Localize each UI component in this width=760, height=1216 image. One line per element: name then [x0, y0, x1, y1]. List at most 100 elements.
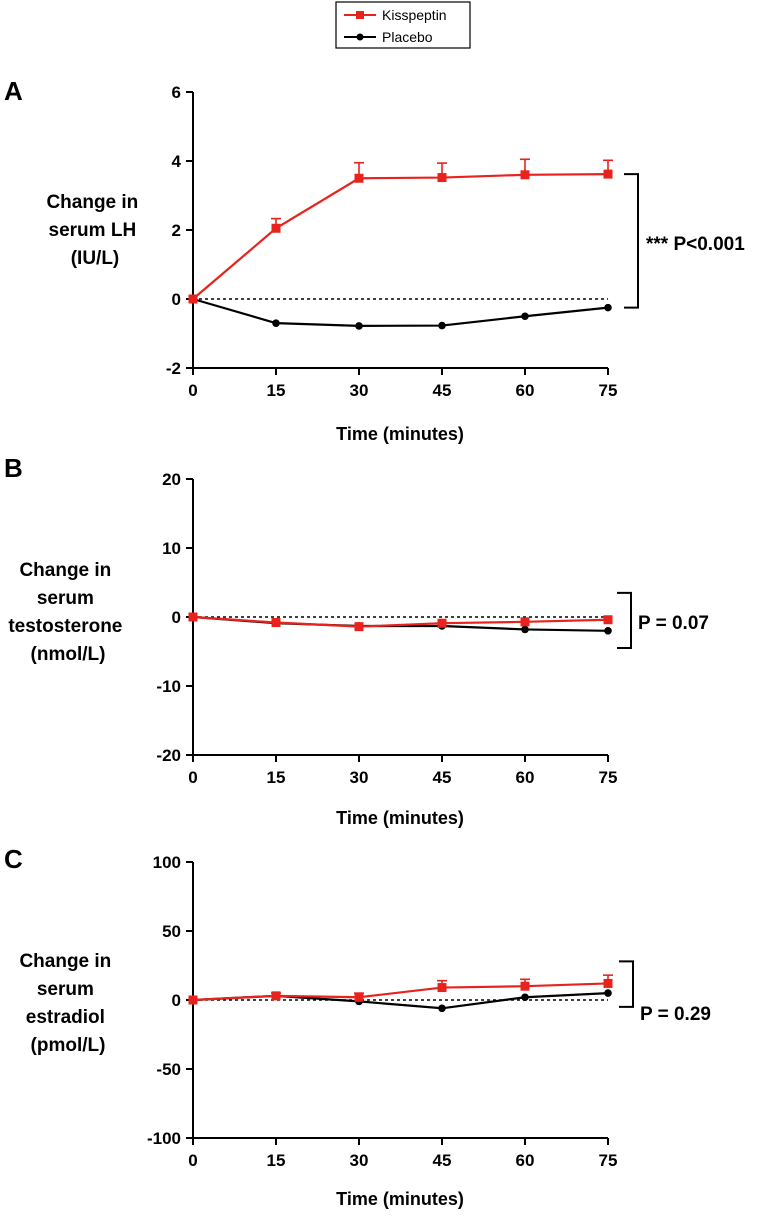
point-placebo-c-3 [438, 1004, 446, 1013]
series-line-kisspeptin-b [192, 615, 609, 628]
x-tick-label-c-1: 15 [267, 1151, 286, 1170]
y-tick-label-a-3: 4 [172, 152, 182, 171]
point-placebo-a-2 [355, 322, 363, 330]
panel-label-a: A [4, 76, 23, 106]
x-tick-label-b-0: 0 [188, 768, 197, 787]
point-kisspeptin-c-2 [354, 992, 364, 1002]
point-placebo-b-5 [604, 627, 612, 635]
point-kisspeptin-b-2 [354, 622, 364, 632]
x-tick-label-c-3: 45 [433, 1151, 452, 1170]
x-tick-label-a-4: 60 [516, 381, 535, 400]
annotation-a: *** P<0.001 [646, 234, 745, 255]
panel-label-b: B [4, 453, 23, 483]
panel-c: C Change in serum estradiol (pmol/L) Tim… [4, 844, 711, 1209]
y-tick-label-a-4: 6 [172, 83, 181, 102]
point-kisspeptin-b-5 [603, 615, 613, 625]
y-tick-label-b-0: -20 [156, 746, 181, 765]
series-line-kisspeptin-a [192, 173, 609, 300]
legend-label-kisspeptin: Kisspeptin [382, 7, 447, 23]
point-kisspeptin-a-1 [271, 223, 281, 233]
x-tick-label-c-4: 60 [516, 1151, 535, 1170]
x-tick-label-c-2: 30 [350, 1151, 369, 1170]
y-axis-label-a-line-1: Change in [46, 192, 138, 213]
point-placebo-a-1 [272, 319, 280, 327]
y-axis-label-b: Change in serum testosterone (nmol/L) [8, 560, 127, 665]
significance-bracket-c [619, 960, 634, 1008]
y-axis-label-b-line-2: serum [37, 588, 94, 609]
point-kisspeptin-c-3 [437, 983, 447, 993]
point-kisspeptin-c-0 [188, 995, 198, 1005]
legend: Kisspeptin Placebo [335, 1, 471, 49]
point-kisspeptin-b-3 [437, 618, 447, 628]
y-axis-label-a: Change in serum LH (IU/L) [46, 192, 143, 269]
y-tick-label-c-2: 0 [172, 991, 181, 1010]
x-tick-label-a-3: 45 [433, 381, 452, 400]
point-kisspeptin-c-4 [520, 981, 530, 991]
point-kisspeptin-b-4 [520, 617, 530, 627]
y-tick-label-c-0: -100 [147, 1129, 181, 1148]
point-placebo-c-5 [604, 989, 612, 997]
x-tick-label-b-4: 60 [516, 768, 535, 787]
y-tick-label-b-2: 0 [172, 608, 181, 627]
x-axis-label-a: Time (minutes) [336, 424, 464, 444]
x-tick-label-a-2: 30 [350, 381, 369, 400]
point-placebo-a-4 [521, 312, 529, 321]
point-kisspeptin-c-1 [271, 991, 281, 1001]
y-tick-label-a-1: 0 [172, 290, 181, 309]
point-kisspeptin-c-5 [603, 978, 613, 988]
y-axis-label-c: Change in serum estradiol (pmol/L) [19, 951, 116, 1056]
x-tick-label-a-5: 75 [599, 381, 618, 400]
y-axis-label-a-line-3: (IU/L) [71, 248, 120, 269]
y-axis-label-c-line-2: serum [37, 979, 94, 1000]
x-tick-label-a-1: 15 [267, 381, 286, 400]
point-kisspeptin-b-1 [271, 618, 281, 628]
significance-bracket-b [617, 591, 632, 650]
legend-marker-kisspeptin [356, 11, 364, 19]
x-tick-label-b-2: 30 [350, 768, 369, 787]
x-tick-label-b-1: 15 [267, 768, 286, 787]
series-line-kisspeptin-c [192, 982, 609, 1002]
x-tick-label-b-5: 75 [599, 768, 618, 787]
x-axis-label-c: Time (minutes) [336, 1189, 464, 1209]
point-kisspeptin-a-3 [437, 173, 447, 183]
panel-label-c: C [4, 844, 23, 874]
y-axis-label-b-line-3: testosterone [8, 616, 122, 637]
x-tick-label-c-0: 0 [188, 1151, 197, 1170]
x-tick-label-a-0: 0 [188, 381, 197, 400]
y-axis-label-b-line-4: (nmol/L) [31, 644, 106, 665]
legend-box [335, 1, 471, 49]
point-placebo-b-4 [521, 625, 529, 634]
point-kisspeptin-a-0 [188, 294, 198, 304]
y-tick-label-a-2: 2 [172, 221, 181, 240]
point-kisspeptin-b-0 [188, 612, 198, 622]
y-tick-label-c-1: -50 [156, 1060, 181, 1079]
annotation-c: P = 0.29 [640, 1004, 711, 1025]
panel-a: A Change in serum LH (IU/L) Time (minute… [4, 76, 745, 444]
x-tick-label-c-5: 75 [599, 1151, 618, 1170]
point-placebo-a-5 [604, 303, 612, 312]
y-axis-label-a-line-2: serum LH [49, 220, 137, 241]
annotation-b: P = 0.07 [638, 613, 709, 634]
y-tick-label-a-0: -2 [166, 359, 181, 378]
y-tick-label-c-4: 100 [153, 853, 181, 872]
legend-marker-placebo [356, 33, 364, 41]
point-kisspeptin-a-5 [603, 169, 613, 179]
y-axis-label-c-line-1: Change in [19, 951, 111, 972]
y-axis-label-b-line-1: Change in [19, 560, 111, 581]
point-placebo-a-3 [438, 321, 446, 330]
y-axis-label-c-line-4: (pmol/L) [31, 1035, 106, 1056]
panel-b: B Change in serum testosterone (nmol/L) … [4, 453, 709, 828]
y-axis-label-c-line-3: estradiol [26, 1007, 105, 1028]
y-tick-label-b-1: -10 [156, 677, 181, 696]
point-kisspeptin-a-4 [520, 170, 530, 180]
point-kisspeptin-a-2 [354, 173, 364, 183]
x-tick-label-b-3: 45 [433, 768, 452, 787]
y-tick-label-c-3: 50 [162, 922, 181, 941]
significance-bracket-a [624, 173, 639, 309]
y-tick-label-b-4: 20 [162, 470, 181, 489]
x-axis-label-b: Time (minutes) [336, 808, 464, 828]
series-line-placebo-a [192, 297, 609, 328]
y-tick-label-b-3: 10 [162, 539, 181, 558]
point-placebo-c-4 [521, 993, 529, 1002]
